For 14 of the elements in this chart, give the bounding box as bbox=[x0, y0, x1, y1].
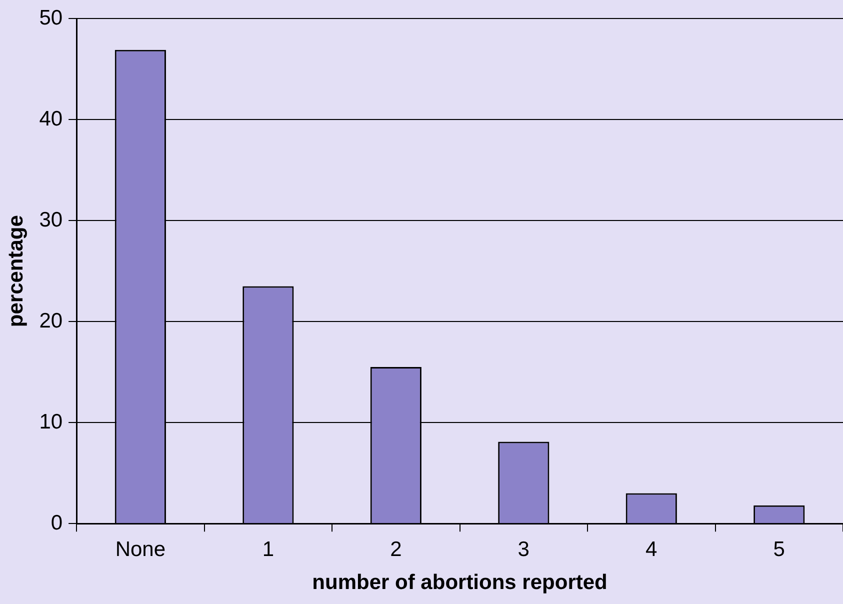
y-tick-label: 10 bbox=[39, 410, 63, 434]
y-tick-label: 30 bbox=[39, 208, 63, 232]
x-tick-label: 1 bbox=[262, 538, 274, 561]
x-axis-title: number of abortions reported bbox=[312, 571, 608, 594]
x-tick-label: 5 bbox=[773, 538, 785, 561]
y-tick-label: 50 bbox=[39, 6, 63, 30]
x-tick-label: 3 bbox=[518, 538, 530, 561]
y-axis-title: percentage bbox=[4, 215, 28, 328]
x-tick-label: 2 bbox=[390, 538, 402, 561]
x-tick-label: 4 bbox=[646, 538, 658, 561]
y-tick-label: 0 bbox=[50, 511, 63, 534]
y-tick-label: 20 bbox=[39, 309, 63, 332]
x-tick-label: None bbox=[115, 538, 166, 561]
y-tick-label: 40 bbox=[39, 107, 63, 130]
